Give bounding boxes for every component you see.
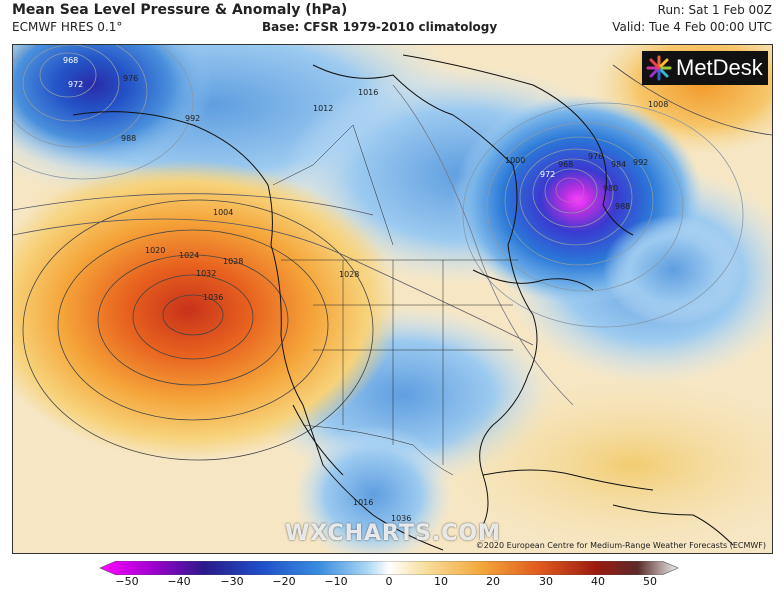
colorbar-tick: 10	[434, 575, 448, 588]
colorbar-tick: 0	[385, 575, 393, 588]
colorbar-graphic	[99, 560, 679, 576]
isobar-label: 976	[588, 152, 603, 161]
isobar-label: 988	[615, 202, 630, 211]
metdesk-logo: MetDesk	[642, 51, 768, 85]
borders	[272, 124, 518, 476]
valid-time-label: Valid: Tue 4 Feb 00:00 UTC	[612, 20, 772, 34]
isobar-labels: 968 972 976 988 992 1004 1012 1016 1020 …	[63, 56, 668, 523]
isobar-label: 1028	[223, 257, 243, 266]
isobar-label: 968	[558, 160, 573, 169]
isobar-label: 1004	[213, 208, 233, 217]
isobar-label: 1012	[313, 104, 333, 113]
isobar-label: 972	[540, 170, 555, 179]
isobar-label: 972	[68, 80, 83, 89]
isobar-label: 1036	[203, 293, 223, 302]
model-label: ECMWF HRES 0.1°	[12, 20, 123, 34]
isobar-label: 1020	[145, 246, 165, 255]
anomaly-colorbar	[99, 560, 679, 576]
isobar-label: 1028	[339, 270, 359, 279]
isobar-label: 980	[603, 184, 618, 193]
colorbar-tick: −40	[167, 575, 191, 588]
metdesk-logo-text: MetDesk	[676, 55, 763, 80]
isobar-label: 1032	[196, 269, 216, 278]
isobar-label: 988	[121, 134, 136, 143]
chart-title: Mean Sea Level Pressure & Anomaly (hPa)	[12, 2, 348, 18]
isobar-label: 968	[63, 56, 78, 65]
colorbar-tick: 20	[486, 575, 500, 588]
isobar-label: 984	[611, 160, 626, 169]
pressure-anomaly-map: 968 972 976 988 992 1004 1012 1016 1020 …	[12, 44, 773, 554]
isobar-label: 992	[633, 158, 648, 167]
colorbar-tick: −20	[272, 575, 296, 588]
colorbar-tick: 30	[539, 575, 553, 588]
map-canvas: 968 972 976 988 992 1004 1012 1016 1020 …	[13, 45, 772, 553]
colorbar-tick-labels: −50 −40 −30 −20 −10 0 10 20 30 40 50	[100, 575, 678, 591]
colorbar-tick: −50	[115, 575, 139, 588]
isobar-label: 1024	[179, 251, 199, 260]
isobars	[13, 45, 772, 461]
isobar-label: 1008	[648, 100, 668, 109]
metdesk-logo-icon	[646, 55, 672, 81]
isobar-label: 992	[185, 114, 200, 123]
run-time-label: Run: Sat 1 Feb 00Z	[657, 3, 772, 17]
isobar-label: 976	[123, 74, 138, 83]
climatology-base-label: Base: CFSR 1979-2010 climatology	[262, 20, 498, 34]
isobar-label: 1000	[505, 156, 525, 165]
wxcharts-watermark: WXCHARTS.COM	[285, 521, 501, 546]
isobar-label: 1016	[358, 88, 378, 97]
isobar-label: 1016	[353, 498, 373, 507]
copyright-credit: ©2020 European Centre for Medium-Range W…	[475, 541, 766, 550]
colorbar-tick: −10	[324, 575, 348, 588]
isobar-label: 1036	[391, 514, 411, 523]
coastlines	[72, 54, 734, 551]
colorbar-tick: −30	[220, 575, 244, 588]
colorbar-tick: 40	[591, 575, 605, 588]
colorbar-tick: 50	[643, 575, 657, 588]
